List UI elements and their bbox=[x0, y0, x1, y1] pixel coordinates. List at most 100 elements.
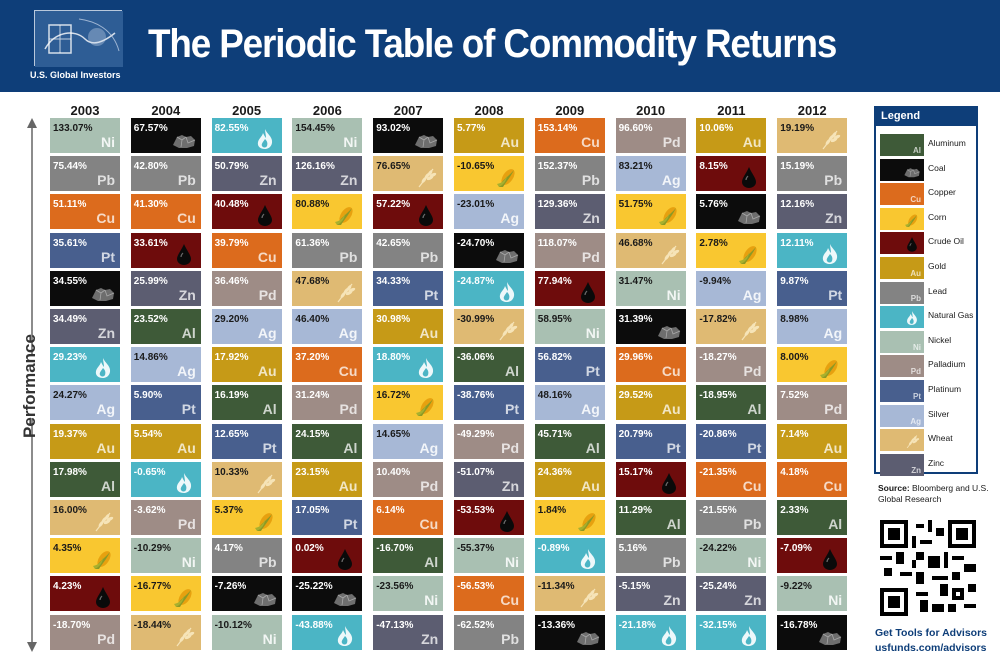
legend-item: Ni Nickel bbox=[880, 330, 978, 353]
commodity-cell: -17.82% bbox=[696, 309, 767, 344]
commodity-cell: 17.92% Au bbox=[211, 347, 282, 383]
commodity-cell: 16.19% Al bbox=[211, 385, 282, 421]
coal-icon bbox=[903, 163, 921, 179]
commodity-cell: 2.33% Al bbox=[777, 500, 848, 535]
return-value: 76.65% bbox=[376, 161, 411, 173]
coal-icon bbox=[494, 243, 520, 265]
commodity-symbol: Au bbox=[661, 401, 681, 418]
commodity-cell: 6.14% Cu bbox=[373, 500, 444, 535]
legend-swatch: Pb bbox=[880, 281, 924, 304]
commodity-cell: -53.53% bbox=[454, 500, 524, 535]
return-value: 41.30% bbox=[133, 199, 168, 211]
corn-icon bbox=[90, 548, 116, 570]
return-value: 16.72% bbox=[376, 390, 411, 402]
commodity-cell: 153.14% Cu bbox=[534, 118, 605, 153]
flame-icon bbox=[90, 357, 116, 379]
commodity-cell: -49.29% Pd bbox=[454, 423, 524, 459]
return-value: 93.02% bbox=[376, 123, 411, 134]
commodity-symbol: Pt bbox=[505, 401, 519, 418]
commodity-symbol: Al bbox=[505, 363, 519, 380]
commodity-cell: 129.36% Zn bbox=[534, 194, 605, 230]
legend-symbol: Au bbox=[910, 269, 921, 278]
return-value: 29.96% bbox=[618, 352, 653, 364]
commodity-cell: -18.70% Pd bbox=[50, 614, 120, 650]
commodity-cell: 42.80% Pb bbox=[130, 156, 201, 192]
tools-link[interactable]: Get Tools for Advisors bbox=[875, 627, 988, 639]
commodity-symbol: Pb bbox=[824, 172, 843, 189]
commodity-symbol: Pt bbox=[343, 516, 358, 532]
coal-icon bbox=[171, 128, 197, 150]
qr-code-icon[interactable] bbox=[880, 520, 976, 616]
return-value: 18.80% bbox=[376, 352, 411, 364]
commodity-cell: 12.65% Pt bbox=[211, 423, 282, 459]
flame-icon bbox=[656, 625, 682, 647]
commodity-symbol: Zn bbox=[501, 477, 519, 494]
return-value: -18.27% bbox=[699, 352, 737, 364]
commodity-symbol: Al bbox=[585, 439, 600, 456]
return-value: -23.01% bbox=[457, 199, 495, 211]
return-value: 16.19% bbox=[214, 390, 249, 402]
commodity-cell: -16.78% bbox=[777, 614, 848, 650]
commodity-cell: -11.34% bbox=[534, 576, 605, 612]
commodity-cell: 8.00% bbox=[777, 347, 848, 383]
return-value: 77.94% bbox=[537, 275, 572, 287]
commodity-symbol: Pd bbox=[97, 630, 115, 647]
commodity-cell: -38.76% Pt bbox=[454, 385, 524, 421]
return-value: 4.23% bbox=[53, 581, 82, 593]
commodity-symbol: Ni bbox=[828, 592, 843, 609]
commodity-cell: 82.55% bbox=[211, 118, 282, 153]
legend-swatch: Ni bbox=[880, 330, 924, 353]
commodity-cell: 10.33% bbox=[211, 461, 282, 497]
oil-drop-icon bbox=[332, 548, 358, 571]
legend-label: Wheat bbox=[928, 433, 953, 444]
commodity-cell: 2.78% bbox=[696, 232, 767, 268]
commodity-cell: -10.65% bbox=[454, 156, 524, 192]
legend-swatch: Al bbox=[880, 134, 924, 156]
commodity-cell: 133.07% Ni bbox=[50, 118, 120, 153]
website-link[interactable]: usfunds.com/advisors bbox=[875, 642, 987, 654]
return-value: 46.40% bbox=[295, 314, 330, 325]
oil-drop-icon bbox=[90, 586, 116, 609]
commodity-cell: 34.49% Zn bbox=[50, 309, 120, 344]
commodity-cell: -9.94% Ag bbox=[696, 270, 767, 306]
legend-swatch bbox=[880, 306, 924, 329]
return-value: 16.00% bbox=[53, 505, 87, 516]
commodity-cell: 18.80% bbox=[373, 347, 444, 383]
legend-item: Wheat bbox=[880, 429, 978, 452]
return-value: -10.29% bbox=[133, 543, 172, 555]
commodity-symbol: Pt bbox=[424, 286, 439, 303]
year-header: 2006 bbox=[312, 103, 342, 118]
commodity-cell: 24.15% Al bbox=[292, 423, 363, 459]
commodity-cell: 36.46% Pd bbox=[211, 270, 282, 306]
return-value: 5.77% bbox=[457, 123, 486, 134]
commodity-symbol: Ag bbox=[96, 401, 115, 418]
commodity-cell: 19.37% Au bbox=[50, 423, 120, 459]
commodity-symbol: Al bbox=[181, 325, 196, 341]
return-value: 17.98% bbox=[53, 466, 87, 478]
return-value: -38.76% bbox=[457, 390, 495, 402]
return-value: 80.88% bbox=[295, 199, 330, 211]
return-value: 67.57% bbox=[133, 123, 168, 134]
commodity-cell: -21.35% Cu bbox=[696, 461, 767, 497]
commodity-cell: -25.22% bbox=[292, 576, 363, 612]
commodity-symbol: Pd bbox=[501, 439, 519, 456]
commodity-symbol: Ag bbox=[742, 286, 762, 303]
commodity-cell: 17.05% Pt bbox=[292, 500, 363, 535]
commodity-cell: 40.48% bbox=[211, 194, 282, 230]
return-value: -10.65% bbox=[457, 161, 495, 173]
legend-label: Corn bbox=[928, 211, 947, 222]
commodity-symbol: Pt bbox=[585, 363, 600, 380]
return-value: -7.09% bbox=[780, 543, 812, 555]
company-logo[interactable]: U.S. Global Investors bbox=[30, 10, 126, 80]
return-value: 4.17% bbox=[214, 543, 243, 555]
year-header: 2008 bbox=[474, 103, 504, 118]
commodity-symbol: Au bbox=[742, 134, 762, 150]
return-value: -11.34% bbox=[537, 581, 575, 593]
commodity-cell: 4.23% bbox=[50, 576, 120, 612]
return-value: 34.33% bbox=[376, 275, 411, 287]
commodity-cell: 33.61% bbox=[130, 232, 201, 268]
commodity-cell: 75.44% Pb bbox=[50, 156, 120, 192]
commodity-symbol: Au bbox=[177, 439, 196, 456]
oil-drop-icon bbox=[575, 281, 601, 303]
return-value: 14.65% bbox=[376, 428, 411, 440]
